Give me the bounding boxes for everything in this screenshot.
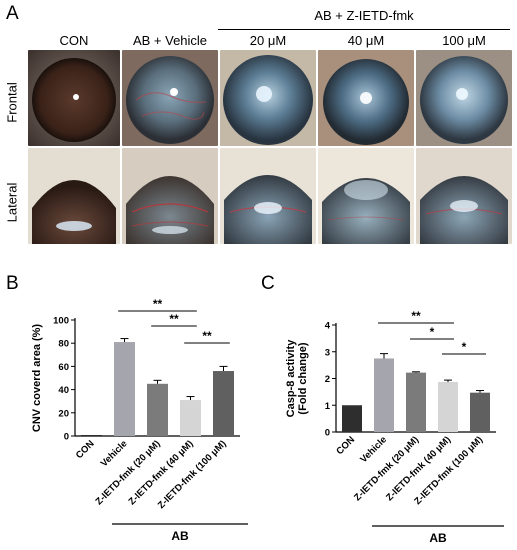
chart-b: 0 20 40 60 80 100 CNV coverd area (%) CON Vehicl… <box>31 297 248 543</box>
b-y-tick-label-5: 100 <box>53 316 69 327</box>
b-y-label-0: CNV coverd area (%) <box>31 324 43 433</box>
b-sig-label-2: ** <box>202 329 212 343</box>
b-sig-label-1: ** <box>169 312 179 326</box>
b-bar-3 <box>180 400 201 436</box>
photo-lateral-con <box>28 148 120 244</box>
photo-frontal-100um <box>416 50 512 146</box>
c-bar-2 <box>406 372 426 432</box>
b-y-tick-label-3: 60 <box>58 362 69 373</box>
row-label-lateral: Lateral <box>4 182 20 223</box>
c-bar-1 <box>374 358 394 432</box>
panel-a-letter: A <box>6 3 19 24</box>
c-bar-0 <box>342 405 362 432</box>
c-y-tick-label-4: 4 <box>325 321 331 332</box>
photo-frontal-20um <box>220 50 316 146</box>
chart-c: 0 1 2 3 4 Casp-8 activity (Fold change) CON Vehi… <box>285 309 504 545</box>
c-sig-label-1: * <box>430 325 435 339</box>
b-x-tick-label-0: CON <box>74 438 97 461</box>
b-bar-0 <box>81 435 102 436</box>
c-bar-3 <box>438 381 458 432</box>
group-label-ab-zietd: AB + Z-IETD-fmk <box>314 8 414 23</box>
b-y-tick-label-4: 80 <box>58 339 69 350</box>
photo-lateral-vehicle <box>122 148 218 244</box>
b-x-tick-label-1: Vehicle <box>99 438 130 469</box>
c-y-tick-label-3: 3 <box>325 347 330 358</box>
group-underline <box>218 29 510 30</box>
col-label-con: CON <box>59 33 89 48</box>
panel-c-letter: C <box>261 273 275 294</box>
photo-lateral-20um <box>220 148 316 244</box>
panel-b-letter: B <box>6 273 19 294</box>
c-sig-label-2: * <box>462 340 467 354</box>
c-y-label-1: (Fold change) <box>297 342 309 414</box>
c-y-tick-label-1: 1 <box>325 401 331 412</box>
b-y-tick-label-2: 40 <box>58 385 69 396</box>
col-label-20um: 20 μM <box>249 33 287 48</box>
b-sig-label-0: ** <box>153 297 163 311</box>
c-x-tick-label-0: CON <box>334 434 357 457</box>
b-group-label: AB <box>171 529 189 543</box>
col-label-100um: 100 μM <box>442 33 486 48</box>
c-x-tick-label-1: Vehicle <box>358 434 389 465</box>
c-sig-label-0: ** <box>411 309 421 323</box>
b-y-tick-label-1: 20 <box>58 408 69 419</box>
c-y-tick-label-2: 2 <box>325 374 330 385</box>
photo-lateral-100um <box>416 148 512 244</box>
b-bar-4 <box>213 371 234 436</box>
c-group-label: AB <box>429 531 447 545</box>
c-y-label-0: Casp-8 activity <box>285 339 297 418</box>
row-label-frontal: Frontal <box>4 82 20 123</box>
b-bar-2 <box>147 383 168 436</box>
photo-lateral-40um <box>318 148 414 244</box>
photo-frontal-con <box>28 50 120 146</box>
photo-frontal-40um <box>318 50 414 146</box>
photo-frontal-vehicle <box>122 50 218 146</box>
c-bar-4 <box>470 392 490 432</box>
b-y-tick-label-0: 0 <box>64 432 69 443</box>
b-bar-1 <box>114 342 135 436</box>
c-y-tick-label-0: 0 <box>325 428 330 439</box>
col-label-40um: 40 μM <box>347 33 385 48</box>
col-label-vehicle: AB + Vehicle <box>132 33 208 48</box>
